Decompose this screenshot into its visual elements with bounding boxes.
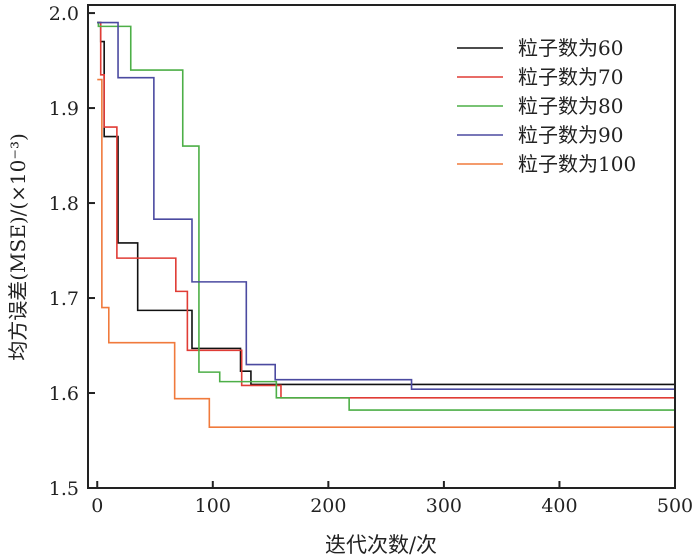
legend-label-1: 粒子数为70 — [518, 65, 623, 89]
x-tick-label: 500 — [657, 495, 693, 517]
y-axis-label: 均方误差(MSE)/(×10⁻³) — [6, 133, 30, 361]
x-tick-label: 200 — [310, 495, 346, 517]
y-tick-label: 1.9 — [49, 98, 79, 120]
legend-label-4: 粒子数为100 — [518, 152, 636, 176]
series-line-2 — [97, 21, 675, 411]
x-tick-label: 400 — [541, 495, 577, 517]
x-tick-label: 0 — [91, 495, 103, 517]
plot-frame — [87, 4, 676, 489]
series-line-1 — [97, 21, 675, 399]
x-axis-label: 迭代次数/次 — [325, 533, 437, 557]
legend-label-0: 粒子数为60 — [518, 36, 623, 60]
legend-label-2: 粒子数为80 — [518, 94, 623, 118]
series-line-4 — [97, 78, 675, 429]
legend: 粒子数为60 粒子数为70 粒子数为80 粒子数为90 粒子数为100 — [457, 36, 636, 176]
y-tick-label: 1.8 — [49, 193, 79, 215]
x-tick-label: 300 — [426, 495, 462, 517]
series-line-0 — [97, 21, 675, 386]
y-tick-label: 1.7 — [49, 288, 79, 310]
y-tick-label: 2.0 — [49, 3, 79, 25]
legend-label-3: 粒子数为90 — [518, 123, 623, 147]
y-tick-label: 1.6 — [49, 383, 79, 405]
series-line-3 — [97, 21, 675, 391]
x-tick-label: 100 — [195, 495, 231, 517]
y-tick-label: 1.5 — [49, 478, 79, 500]
